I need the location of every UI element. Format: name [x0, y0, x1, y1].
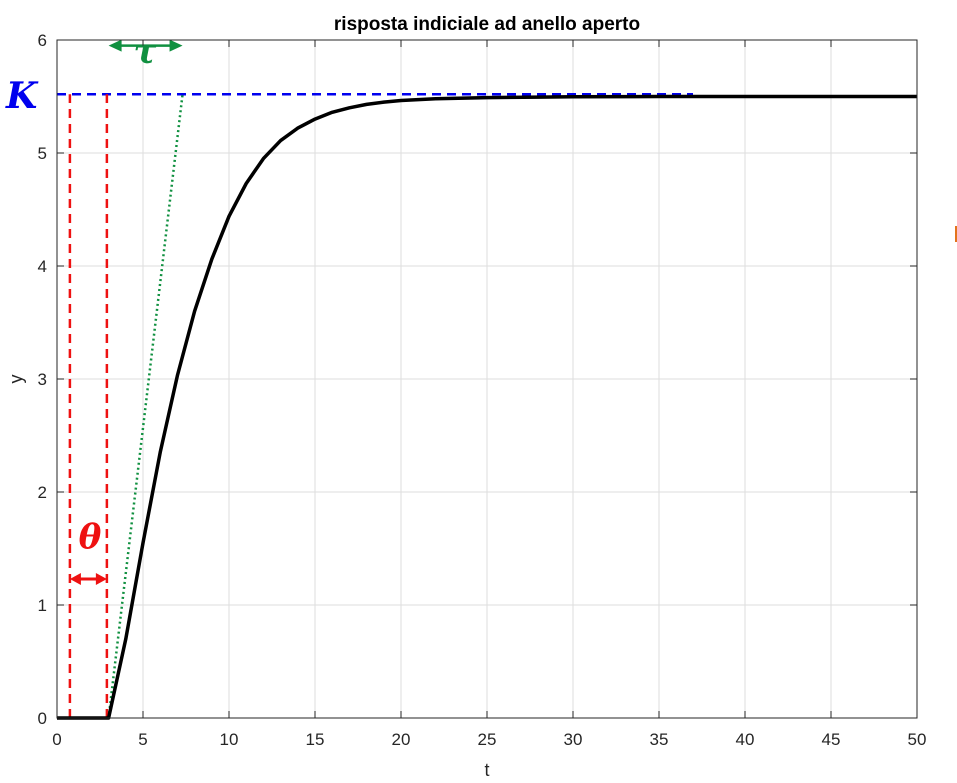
series-layer: [57, 94, 917, 720]
k-annotation-label: K: [5, 75, 39, 117]
y-axis-ticks: 0 1 2 3 4 5 6: [38, 31, 917, 728]
tau-arrowhead-left: [108, 39, 122, 52]
y-tick-label: 3: [38, 370, 47, 389]
x-tick-label: 20: [392, 730, 411, 749]
x-tick-label: 30: [564, 730, 583, 749]
y-tick-label: 5: [38, 144, 47, 163]
x-tick-label: 50: [908, 730, 927, 749]
x-tick-label: 40: [736, 730, 755, 749]
response-curve: [57, 94, 917, 720]
grid-lines: [57, 40, 917, 718]
y-axis-label: y: [6, 375, 26, 384]
chart-title: risposta indiciale ad anello aperto: [334, 14, 640, 35]
x-tick-label: 45: [822, 730, 841, 749]
tau-arrowhead-right: [169, 39, 183, 52]
x-tick-label: 5: [138, 730, 147, 749]
y-tick-label: 4: [38, 257, 47, 276]
y-tick-label: 6: [38, 31, 47, 50]
tau-annotation-label: τ: [134, 32, 157, 72]
annotations: [57, 39, 693, 719]
theta-annotation-label: θ: [79, 517, 102, 557]
theta-arrowhead-left: [69, 573, 81, 586]
y-tick-label: 1: [38, 596, 47, 615]
x-tick-label: 0: [52, 730, 61, 749]
x-tick-label: 25: [478, 730, 497, 749]
x-tick-label: 10: [220, 730, 239, 749]
theta-arrowhead-right: [95, 573, 107, 586]
y-tick-label: 2: [38, 483, 47, 502]
x-tick-label: 35: [650, 730, 669, 749]
x-axis-label: t: [484, 760, 489, 780]
y-tick-label: 0: [38, 709, 47, 728]
x-tick-label: 15: [306, 730, 325, 749]
edge-marker: [955, 226, 957, 242]
x-axis-ticks: 0 5 10 15 20 25 30 35 40 45 50: [52, 40, 926, 749]
